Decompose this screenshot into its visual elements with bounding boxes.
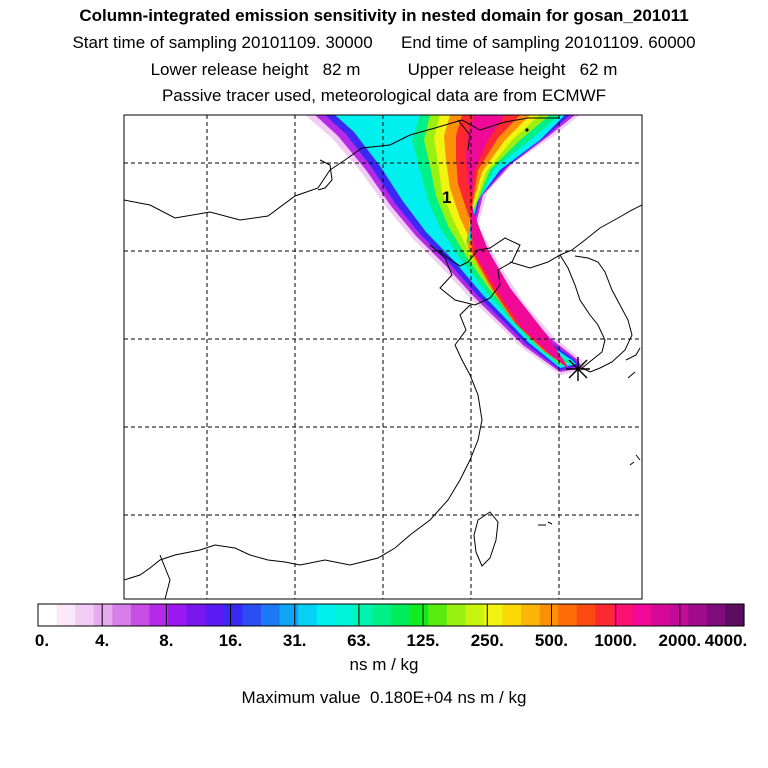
colorbar-cell — [651, 604, 671, 626]
colorbar-cell — [539, 604, 559, 626]
colorbar-cell — [316, 604, 336, 626]
colorbar-cell — [706, 604, 727, 626]
colorbar-cell — [260, 604, 281, 626]
colorbar-tick-label: 500. — [534, 631, 568, 650]
colorbar-tick-label: 63. — [347, 631, 371, 650]
tracer-info-line: Passive tracer used, meteorological data… — [161, 86, 607, 105]
colorbar-tick-label: 125. — [406, 631, 440, 650]
colorbar-tick-label: 0. — [34, 631, 50, 650]
point-marker — [525, 128, 529, 132]
colorbar-cell — [205, 604, 225, 626]
sampling-time-line: Start time of sampling 20101109. 30000 E… — [72, 33, 696, 52]
colorbar-cell — [112, 604, 132, 626]
colorbar-units: ns m / kg — [349, 655, 419, 674]
colorbar-tick-label: 250. — [470, 631, 504, 650]
colorbar-cell — [576, 604, 596, 626]
colorbar-cell — [149, 604, 169, 626]
colorbar-cell — [688, 604, 708, 626]
colorbar-cell — [446, 604, 466, 626]
colorbar-tick-label: 4000. — [704, 631, 748, 650]
colorbar-frame — [37, 603, 745, 627]
graticule — [124, 115, 642, 599]
colorbar-cell — [353, 604, 374, 626]
colorbar-cell — [595, 604, 615, 626]
colorbar-cell — [613, 604, 634, 626]
colorbar-cell — [75, 604, 95, 626]
colorbar-cell — [558, 604, 578, 626]
colorbar-tick-label: 16. — [218, 631, 243, 650]
colorbar-cell — [725, 604, 745, 626]
colorbar-tick-label: 4. — [95, 631, 110, 650]
colorbar-cell — [669, 604, 689, 626]
colorbar-cell — [335, 604, 355, 626]
colorbar-cell — [483, 604, 504, 626]
colorbar-cell — [428, 604, 448, 626]
maximum-value: Maximum value 0.180E+04 ns m / kg — [241, 688, 527, 707]
colorbar-cell — [56, 604, 76, 626]
colorbar-tick-label: 2000. — [658, 631, 702, 650]
colorbar-cell — [168, 604, 188, 626]
release-height-line: Lower release height 82 m Upper release … — [150, 60, 618, 79]
colorbar-tick-label: 31. — [282, 631, 307, 650]
contour-label: 1 — [442, 188, 451, 207]
coastlines — [124, 117, 642, 599]
colorbar-cell — [242, 604, 262, 626]
colorbar-cell — [298, 604, 318, 626]
receptor-star-icon — [566, 357, 590, 381]
colorbar-cell — [502, 604, 522, 626]
colorbar-cell — [186, 604, 206, 626]
colorbar-cell — [279, 604, 299, 626]
colorbar-cell — [521, 604, 541, 626]
colorbar-cell — [223, 604, 243, 626]
colorbar-cell — [391, 604, 411, 626]
plume-layer — [300, 115, 590, 378]
colorbar-cell — [38, 604, 58, 626]
colorbar-cell — [93, 604, 113, 626]
colorbar-tick-label: 8. — [159, 631, 174, 650]
plume-band-magenta — [466, 115, 570, 370]
colorbar-tick-label: 1000. — [594, 631, 637, 650]
colorbar-cell — [372, 604, 392, 626]
colorbar-cell — [130, 604, 151, 626]
colorbar-cell — [465, 604, 485, 626]
plot-title: Column-integrated emission sensitivity i… — [79, 6, 689, 25]
colorbar-cell — [632, 604, 652, 626]
map-frame — [123, 114, 643, 600]
colorbar-cell — [409, 604, 429, 626]
